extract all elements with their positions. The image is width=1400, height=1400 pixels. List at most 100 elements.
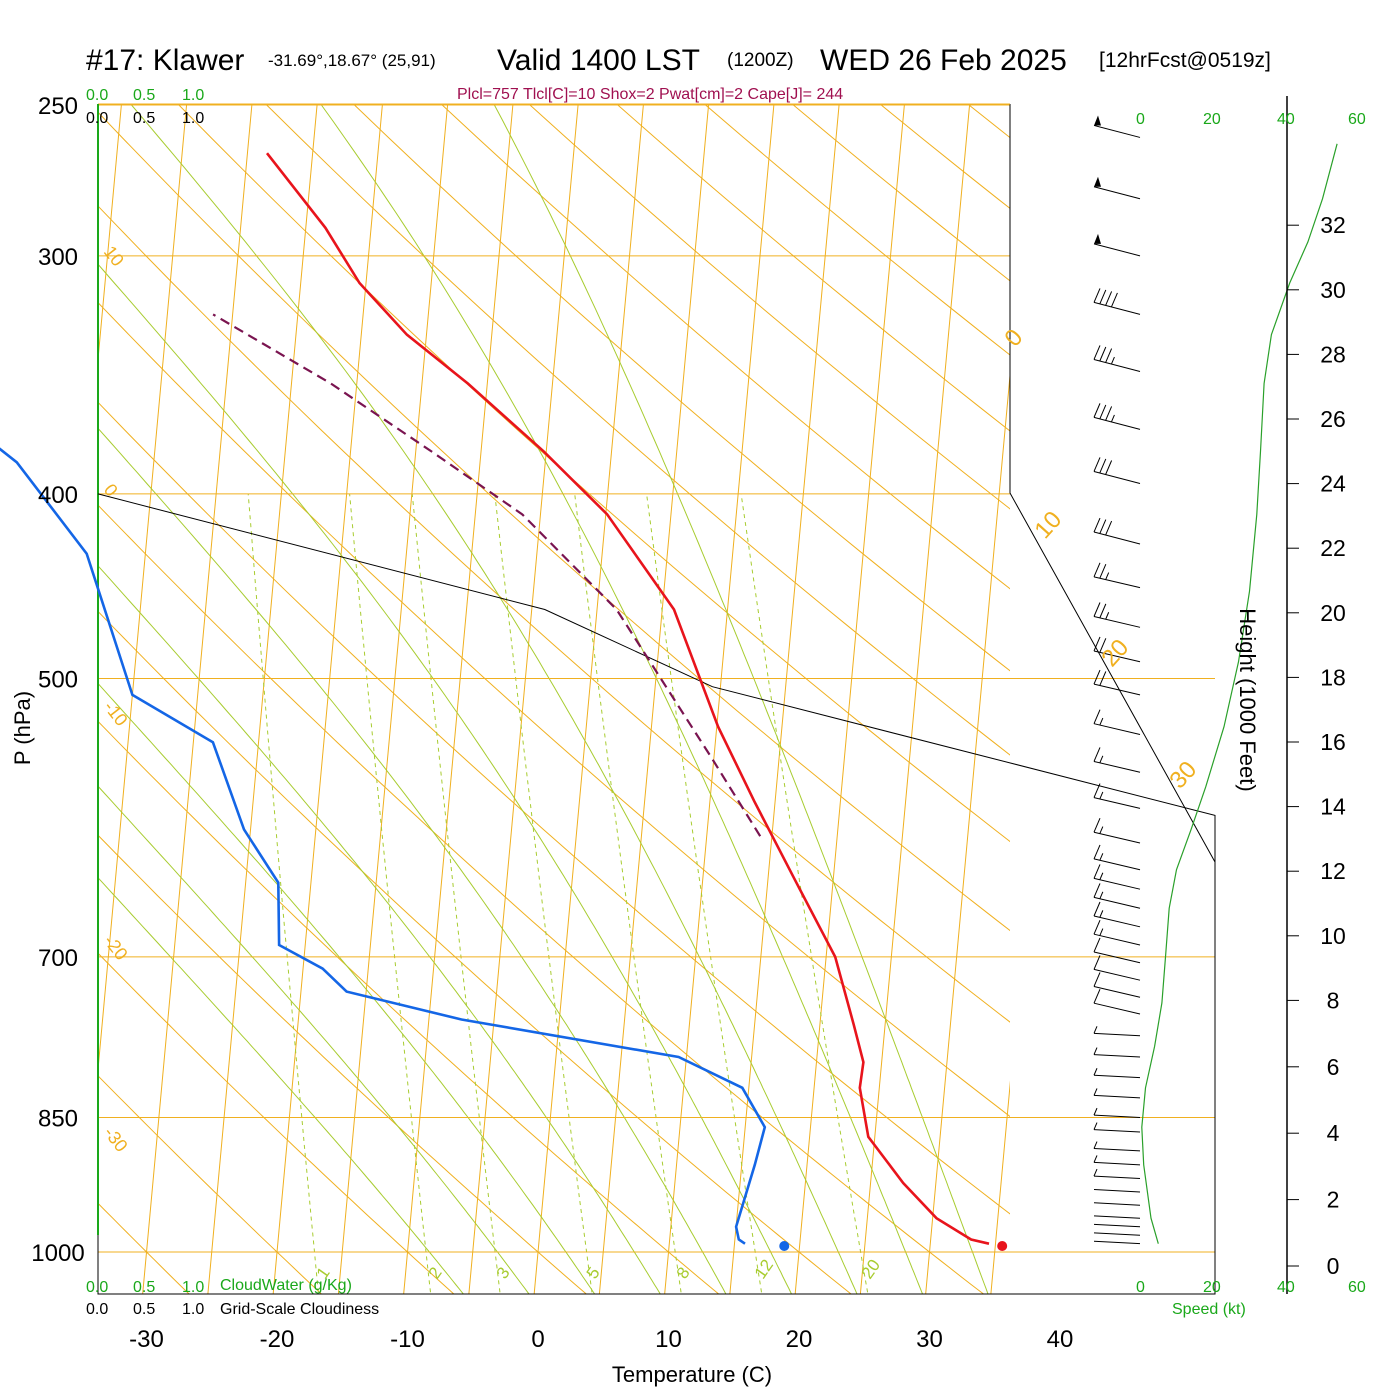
isotherm-line xyxy=(990,1080,1010,1294)
wind-barb-shaft xyxy=(1093,1215,1141,1219)
wind-barb-half xyxy=(1110,356,1115,365)
wind-barb-shaft xyxy=(1093,1114,1141,1119)
wind-barb-flag xyxy=(1094,176,1101,187)
wind-barb-full xyxy=(1105,460,1113,475)
temperature-tick-label: -10 xyxy=(390,1326,425,1353)
sounding-indices: Plcl=757 Tlcl[C]=10 Shox=2 Pwat[cm]=2 Ca… xyxy=(457,86,843,103)
wind-barb-half xyxy=(1093,1088,1098,1096)
moist-adiabat-line xyxy=(320,104,924,1294)
wind-barb-shaft xyxy=(1093,1175,1141,1180)
wind-speed-profile xyxy=(1141,143,1338,1244)
wind-barb-flag xyxy=(1094,115,1101,126)
wind-barb-half xyxy=(1099,717,1104,726)
cloudwater-tick-2-bottom: 1.0 xyxy=(182,1279,204,1296)
wind-barb-shaft xyxy=(1093,831,1141,844)
mixing-ratio-value-label: 3 xyxy=(493,1264,514,1283)
wind-barb-shaft xyxy=(1093,1240,1141,1245)
mixing-ratio-line xyxy=(740,493,869,1294)
wind-barb-shaft xyxy=(1093,1002,1141,1015)
profiles-layer xyxy=(0,152,1008,1252)
temperature-line xyxy=(265,152,990,1245)
wind-barb-half xyxy=(1093,1122,1098,1130)
temperature-tick-label: 40 xyxy=(1047,1326,1074,1353)
wind-barb-full xyxy=(1093,864,1101,879)
dry-adiabat-line xyxy=(1141,36,1400,1300)
mixing-ratio-line xyxy=(247,493,320,1294)
wind-barb-shaft xyxy=(1093,915,1141,928)
height-tick-label: 6 xyxy=(1327,1054,1340,1080)
wind-barb-full xyxy=(1093,562,1101,578)
pressure-tick-label: 700 xyxy=(38,945,78,972)
background-lines-layer xyxy=(97,36,1400,1300)
cloudwater-tick-1: 0.5 xyxy=(133,87,155,104)
wind-barb-half xyxy=(1099,910,1104,918)
wind-barb-half xyxy=(1093,1026,1098,1034)
speed-tick-40-top: 40 xyxy=(1277,111,1295,128)
wind-barb-shaft xyxy=(1093,576,1141,589)
dry-adiabat-line xyxy=(440,104,1010,590)
pressure-tick-label: 300 xyxy=(38,244,78,271)
dry-adiabat-value-label: 20 xyxy=(1096,634,1134,672)
temperature-tick-label: 10 xyxy=(655,1326,682,1353)
wind-barb-full xyxy=(1099,346,1107,362)
mixing-ratio-line xyxy=(349,493,432,1294)
wind-barb-shaft xyxy=(1093,760,1141,773)
isotherm-line xyxy=(1121,36,1237,1300)
wind-barb-shaft xyxy=(1093,470,1141,484)
cloudwater-tick-0: 0.0 xyxy=(86,87,108,104)
isotherm-line xyxy=(925,370,1010,1294)
wind-barb-shaft xyxy=(1093,723,1141,735)
dry-adiabat-line xyxy=(879,104,1010,209)
wind-barb-shaft xyxy=(1093,985,1141,998)
speed-tick-40-bottom: 40 xyxy=(1277,1279,1295,1296)
pressure-tick-label: 850 xyxy=(38,1106,78,1133)
pressure-tick-label: 250 xyxy=(38,93,78,120)
temperature-tick-label: 30 xyxy=(916,1326,943,1353)
wind-barb-shaft xyxy=(1093,1032,1141,1037)
wind-barb-full xyxy=(1093,709,1101,724)
wind-barb-full xyxy=(1099,519,1107,534)
isotherm-value-label: -10 xyxy=(100,697,132,730)
wind-barb-shaft xyxy=(1093,416,1141,430)
speed-tick-60-top: 60 xyxy=(1348,111,1366,128)
wind-barb-full xyxy=(1093,937,1101,953)
moist-adiabat-line xyxy=(493,104,989,1294)
height-tick-label: 18 xyxy=(1320,664,1346,690)
wind-barb-full xyxy=(1093,818,1101,833)
forecast-date: WED 26 Feb 2025 xyxy=(820,44,1067,77)
wind-barb-full xyxy=(1093,403,1101,418)
mixing-ratio-value-label: 8 xyxy=(673,1264,694,1283)
isotherm-line xyxy=(794,104,905,1294)
cloudwater-tick-1-bottom: 0.5 xyxy=(133,1279,155,1296)
wind-barb-full xyxy=(1099,671,1107,686)
wind-barb-shaft xyxy=(1093,683,1141,696)
speed-tick-60-bottom: 60 xyxy=(1348,1279,1366,1296)
surface-temperature-dot xyxy=(997,1241,1008,1252)
wind-barb-half xyxy=(1099,853,1104,861)
wind-barb-shaft xyxy=(1093,858,1141,871)
wind-barb-shaft xyxy=(1093,243,1141,257)
moist-adiabat-line xyxy=(98,565,661,1294)
wind-barb-shaft xyxy=(1093,1094,1141,1099)
cloudiness-tick-0: 0.0 xyxy=(86,110,108,127)
wind-barb-full xyxy=(1093,457,1101,472)
wind-barb-shaft xyxy=(1093,1148,1141,1152)
wind-barb-full xyxy=(1099,603,1107,619)
station-title: #17: Klawer xyxy=(86,44,244,77)
wind-barb-shaft xyxy=(1093,951,1141,964)
cloudiness-tick-1-bottom: 0.5 xyxy=(133,1301,155,1318)
moist-adiabat-line xyxy=(98,682,596,1294)
dry-adiabat-line xyxy=(703,104,1010,356)
wind-barb-half xyxy=(1099,928,1104,936)
isotherm-value-label: -30 xyxy=(100,1123,132,1156)
isotherm-line xyxy=(98,104,188,1075)
moist-adiabat-line xyxy=(98,876,465,1294)
temperature-tick-label: -20 xyxy=(260,1326,295,1353)
moist-adiabat-line xyxy=(98,785,530,1294)
wind-barb-half xyxy=(1099,891,1104,899)
moist-adiabat-line xyxy=(129,104,858,1294)
isotherm-line xyxy=(207,104,318,1294)
wind-barb-shaft xyxy=(1093,1232,1141,1236)
